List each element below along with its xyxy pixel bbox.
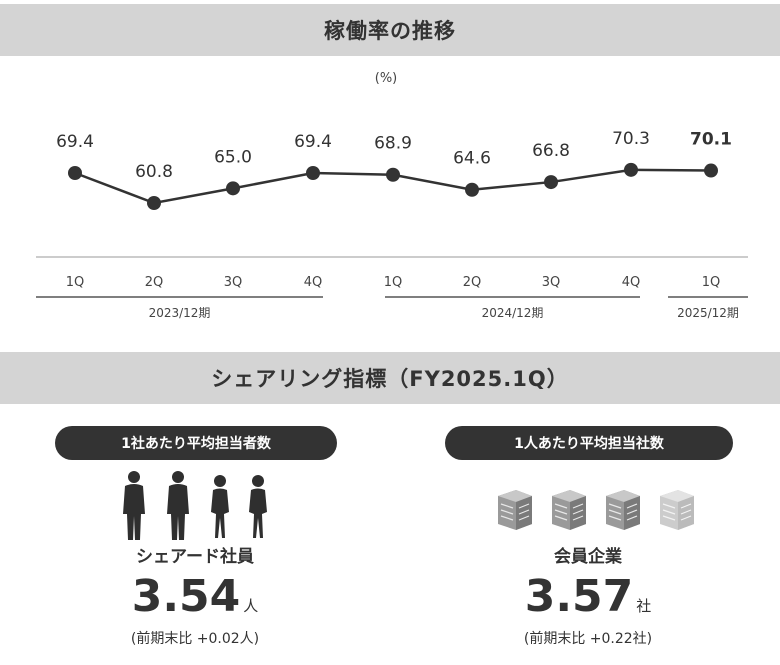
x-tick-label: 2Q (463, 275, 482, 290)
group-label: 2023/12期 (149, 306, 211, 320)
x-tick-label: 2Q (145, 275, 164, 290)
avg-companies-per-person-label: 1人あたり平均担当社数 (514, 436, 664, 452)
avg-staff-value: 3.54 人 (131, 571, 259, 622)
data-label: 70.1 (690, 130, 732, 150)
sharing-title: シェアリング指標（FY2025.1Q） (211, 367, 569, 391)
utilization-line-chart: (%) 69.4 1Q 60.8 2Q 65.0 3Q 69.4 4Q 68.9 1Q 64.6 2Q 6… (36, 71, 748, 320)
avg-staff-per-company-pill: 1社あたり平均担当者数 (55, 426, 337, 460)
x-tick-label: 4Q (622, 275, 641, 290)
avg-staff-comparison: (前期末比 +0.02人) (130, 631, 260, 647)
avg-companies-unit: 社 (636, 597, 652, 615)
avg-companies-value: 3.57 社 (524, 571, 652, 622)
data-label: 68.9 (374, 134, 412, 154)
x-tick-label: 3Q (224, 275, 243, 290)
data-label: 69.4 (56, 132, 94, 152)
avg-companies-comparison: (前期末比 +0.22社) (523, 631, 653, 647)
x-tick-label: 1Q (66, 275, 85, 290)
data-point (226, 181, 240, 196)
utilization-section-header: 稼働率の推移 (0, 4, 780, 56)
x-tick-label: 1Q (384, 275, 403, 290)
data-point (544, 175, 558, 190)
data-point (465, 182, 479, 197)
data-label: 65.0 (214, 147, 252, 167)
sharing-section-header: シェアリング指標（FY2025.1Q） (0, 352, 780, 404)
data-label: 70.3 (612, 129, 650, 149)
data-point (306, 166, 320, 180)
y-axis-unit-label: (%) (375, 71, 398, 86)
group-label: 2025/12期 (677, 306, 739, 320)
data-label: 66.8 (532, 141, 570, 161)
avg-companies-per-person-pill: 1人あたり平均担当社数 (445, 426, 733, 460)
group-label: 2024/12期 (482, 306, 544, 320)
x-tick-label: 4Q (304, 275, 323, 290)
avg-staff-unit: 人 (243, 597, 259, 615)
x-tick-label: 3Q (542, 275, 561, 290)
data-point (147, 196, 161, 210)
data-point (68, 166, 82, 180)
data-label: 60.8 (135, 162, 173, 182)
data-label: 69.4 (294, 132, 332, 152)
shared-staff-label: シェアード社員 (136, 547, 254, 567)
office-building-icon (497, 489, 695, 531)
x-tick-label: 1Q (702, 275, 721, 290)
utilization-title: 稼働率の推移 (324, 19, 456, 43)
data-point (704, 163, 718, 178)
data-point (624, 162, 638, 177)
data-label: 64.6 (453, 149, 491, 169)
avg-staff-per-company-label: 1社あたり平均担当者数 (121, 436, 271, 452)
business-people-icon (123, 471, 267, 540)
data-point (386, 167, 400, 182)
member-companies-label: 会員企業 (554, 547, 622, 567)
